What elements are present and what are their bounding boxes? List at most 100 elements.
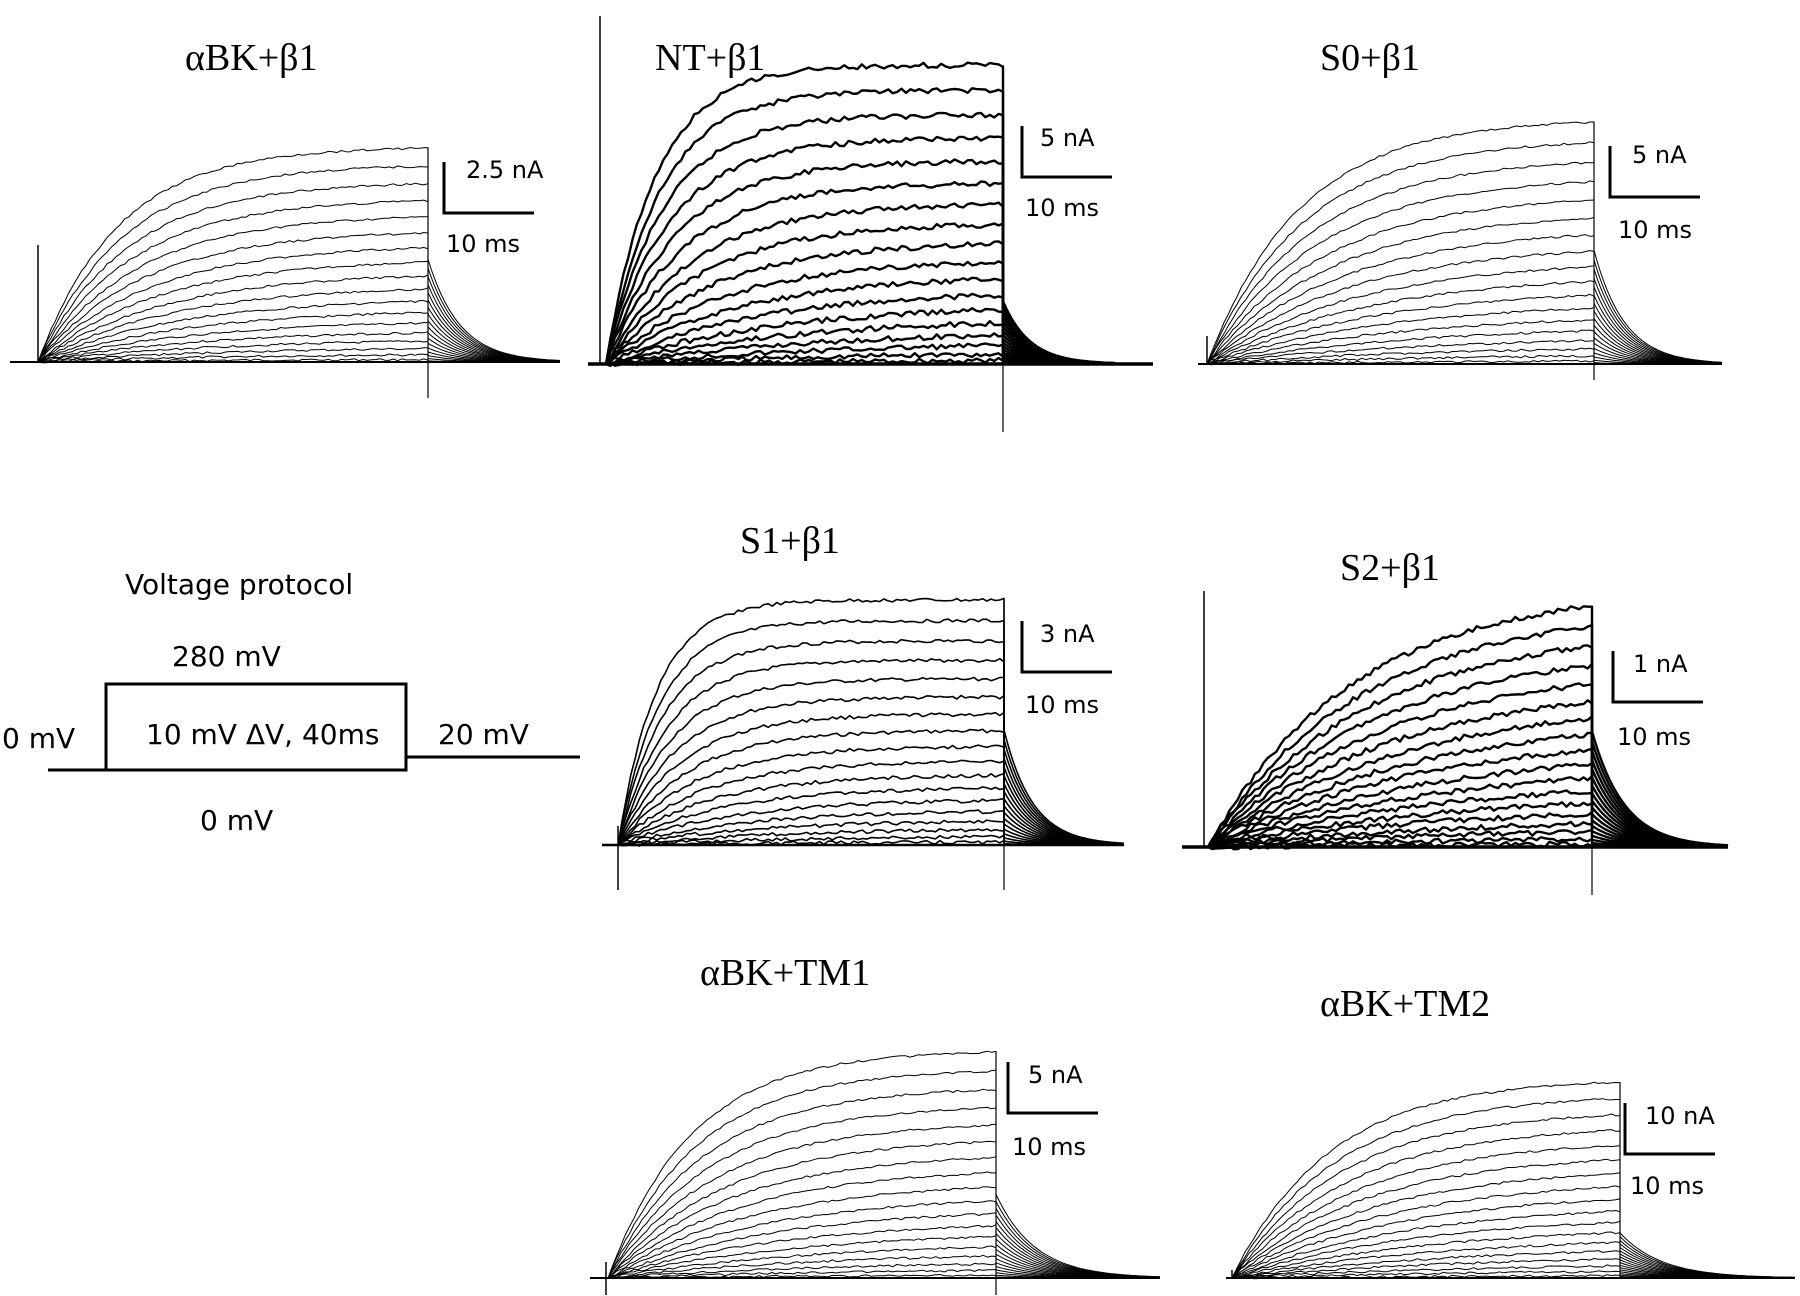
current-trace: [37, 300, 561, 363]
current-trace: [37, 232, 561, 363]
current-trace: [607, 1140, 1160, 1279]
current-trace: [37, 147, 561, 363]
current-trace: [604, 158, 1116, 365]
traces-abk-b1: [10, 147, 561, 398]
current-trace: [1206, 293, 1722, 365]
current-trace: [37, 311, 560, 363]
current-trace: [1206, 121, 1723, 365]
current-trace: [1207, 682, 1729, 848]
current-trace: [617, 786, 1124, 846]
current-trace: [1206, 141, 1723, 365]
traces-nt-b1: [588, 16, 1153, 432]
panel-title-s1-b1: S1+β1: [740, 520, 840, 562]
current-trace: [607, 1088, 1161, 1279]
current-trace: [607, 1186, 1161, 1279]
scale-time-nt-b1: 10 ms: [1025, 194, 1099, 222]
current-trace: [1206, 180, 1723, 365]
current-trace: [1231, 1158, 1796, 1279]
protocol-title: Voltage protocol: [125, 568, 353, 601]
current-trace: [1231, 1172, 1795, 1279]
traces-abk-tm1: [590, 1050, 1161, 1295]
scale-bars: 2.5 nA 10 ms 5 nA 10 ms 5 nA 10 ms 3 nA …: [442, 124, 1715, 1200]
current-trace: [607, 1050, 1161, 1279]
current-trace: [1206, 644, 1729, 848]
current-trace: [617, 676, 1125, 846]
current-trace: [617, 638, 1125, 846]
current-trace: [607, 1106, 1161, 1279]
scale-bar-s2-b1: [1611, 651, 1703, 704]
panel-title-s2-b1: S2+β1: [1340, 547, 1440, 589]
protocol-left-label: 0 mV: [2, 722, 75, 755]
traces-abk-tm2: [1226, 1081, 1796, 1280]
panel-title-abk-tm1: αBK+TM1: [700, 952, 870, 994]
panel-title-nt-b1: NT+β1: [655, 37, 765, 79]
scale-current-abk-tm2: 10 nA: [1645, 1102, 1715, 1130]
traces-s1-b1: [602, 597, 1125, 890]
current-trace: [607, 1224, 1160, 1279]
panel-title-abk-b1: αBK+β1: [185, 37, 317, 79]
current-trace: [37, 247, 561, 363]
current-trace: [605, 222, 1116, 365]
panel-title-s0-b1: S0+β1: [1320, 37, 1420, 79]
current-trace: [617, 759, 1125, 846]
current-trace: [1206, 250, 1723, 365]
current-trace: [37, 216, 561, 363]
current-trace: [617, 711, 1125, 846]
current-trace: [617, 728, 1125, 846]
current-trace: [1207, 662, 1729, 848]
scale-current-s2-b1: 1 nA: [1633, 650, 1688, 678]
current-trace: [607, 1212, 1160, 1279]
current-trace: [607, 1171, 1160, 1279]
current-trace: [617, 772, 1124, 846]
current-trace: [1206, 265, 1723, 365]
current-trace: [607, 1245, 1160, 1279]
current-trace: [1231, 1098, 1796, 1279]
current-trace: [604, 61, 1116, 365]
current-trace: [604, 135, 1116, 365]
current-trace: [617, 618, 1125, 846]
scale-current-nt-b1: 5 nA: [1040, 124, 1095, 152]
current-trace: [1231, 1081, 1796, 1279]
scale-time-s2-b1: 10 ms: [1617, 723, 1691, 751]
current-trace: [1206, 319, 1722, 365]
current-trace: [1206, 347, 1722, 366]
scale-time-s0-b1: 10 ms: [1618, 216, 1692, 244]
current-trace: [617, 694, 1125, 846]
voltage-protocol: Voltage protocol 280 mV 0 mV 10 mV ΔV, 4…: [2, 568, 580, 837]
scale-time-s1-b1: 10 ms: [1025, 691, 1099, 719]
current-trace: [1206, 234, 1723, 365]
current-trace: [1207, 715, 1729, 848]
scale-time-abk-tm2: 10 ms: [1630, 1172, 1704, 1200]
current-trace: [1206, 605, 1729, 848]
scale-bar-nt-b1: [1020, 126, 1112, 179]
current-trace: [37, 287, 561, 363]
current-trace: [1231, 1129, 1796, 1279]
scale-bar-s0-b1: [1608, 146, 1700, 199]
protocol-waveform: [48, 682, 580, 772]
current-trace: [1206, 329, 1723, 365]
current-trace: [37, 322, 560, 363]
traces-s0-b1: [1198, 121, 1723, 380]
current-trace: [37, 199, 561, 363]
scale-current-s0-b1: 5 nA: [1632, 141, 1687, 169]
current-trace: [1206, 199, 1723, 365]
current-trace: [607, 1123, 1161, 1279]
current-trace: [1206, 280, 1722, 365]
current-trace: [617, 744, 1125, 846]
scale-current-s1-b1: 3 nA: [1040, 620, 1095, 648]
current-trace: [607, 1069, 1161, 1279]
scale-time-abk-b1: 10 ms: [446, 230, 520, 258]
current-trace: [607, 1235, 1161, 1279]
scale-current-abk-b1: 2.5 nA: [466, 156, 544, 184]
current-trace: [1206, 216, 1723, 365]
traces-s2-b1: [1182, 591, 1729, 895]
current-trace: [604, 111, 1116, 365]
protocol-middle-label: 10 mV ΔV, 40ms: [146, 718, 379, 751]
protocol-right-label: 20 mV: [438, 718, 529, 751]
current-trace: [37, 165, 561, 363]
current-trace: [1206, 339, 1722, 365]
scale-bar-abk-b1: [442, 162, 534, 215]
current-trace: [37, 331, 560, 363]
current-trace: [617, 597, 1125, 846]
